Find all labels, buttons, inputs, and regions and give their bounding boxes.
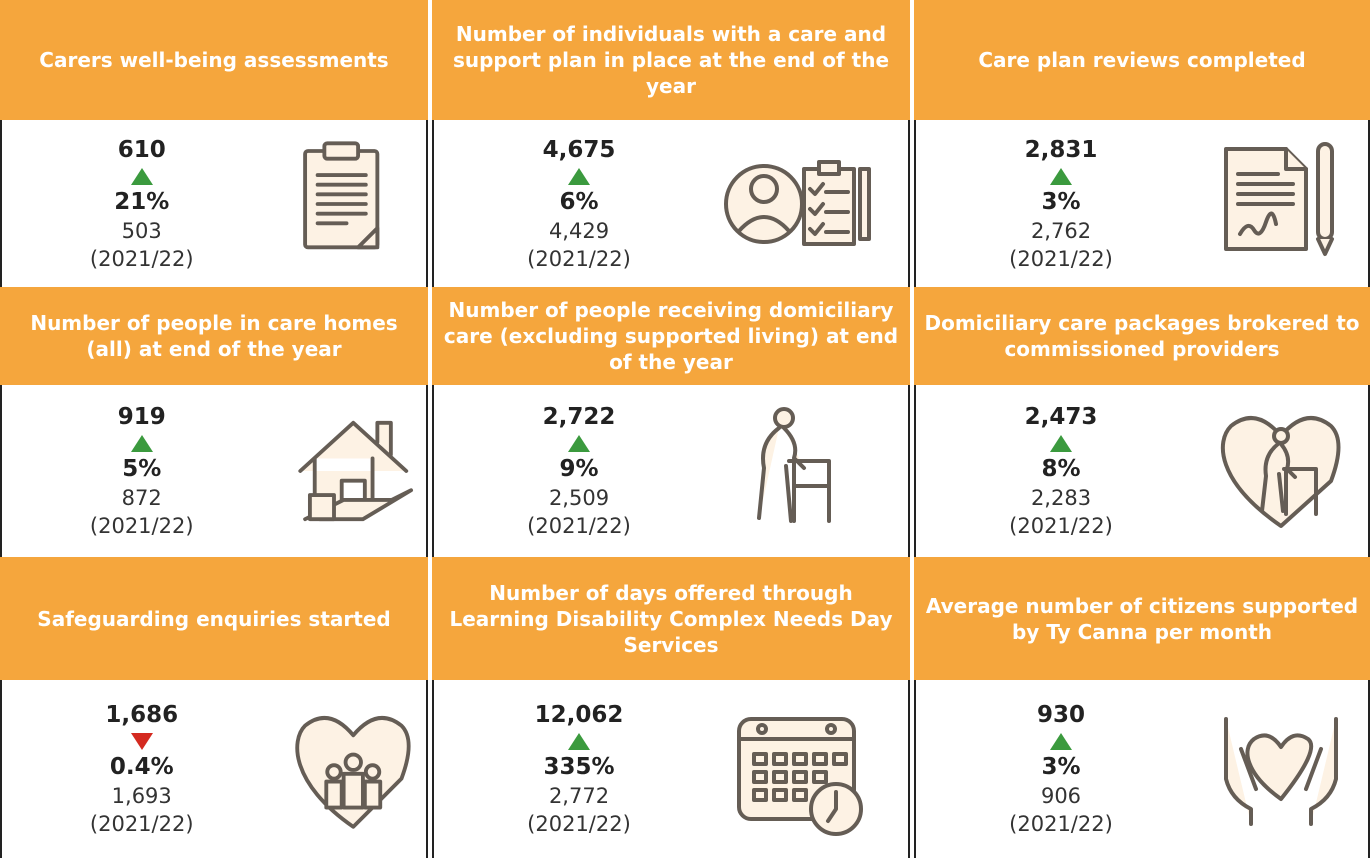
previous-value: 2,762: [1031, 217, 1091, 245]
period: (2021/22): [1009, 810, 1113, 838]
icon: [724, 694, 874, 844]
trend-arrow: [130, 730, 154, 752]
tile-body: 12,062 335%2,772(2021/22): [432, 680, 910, 858]
tile-title: Number of people receiving domiciliary c…: [432, 287, 910, 385]
stats: 919 5%872(2021/22): [2, 402, 281, 540]
period: (2021/22): [1009, 245, 1113, 273]
previous-value: 906: [1041, 782, 1081, 810]
tile-body: 4,675 6%4,429(2021/22): [432, 120, 910, 287]
icon: [281, 396, 426, 546]
change-percent: 9%: [559, 454, 598, 484]
period: (2021/22): [90, 810, 194, 838]
trend-arrow: [1049, 730, 1073, 752]
current-value: 2,473: [1025, 402, 1098, 432]
stats: 2,473 8%2,283(2021/22): [916, 402, 1206, 540]
trend-arrow: [567, 730, 591, 752]
previous-value: 2,772: [549, 782, 609, 810]
period: (2021/22): [90, 245, 194, 273]
change-percent: 0.4%: [110, 752, 174, 782]
period: (2021/22): [527, 810, 631, 838]
period: (2021/22): [90, 512, 194, 540]
stats: 1,686 0.4%1,693(2021/22): [2, 700, 281, 838]
period: (2021/22): [1009, 512, 1113, 540]
tile-body: 919 5%872(2021/22): [0, 385, 428, 557]
previous-value: 503: [122, 217, 162, 245]
trend-arrow: [1049, 432, 1073, 454]
trend-arrow: [1049, 165, 1073, 187]
icon: [281, 129, 426, 279]
period: (2021/22): [527, 245, 631, 273]
icon: [281, 694, 426, 844]
icon: [1206, 694, 1356, 844]
tile-title: Carers well-being assessments: [0, 0, 428, 120]
change-percent: 335%: [543, 752, 614, 782]
stats: 610 21%503(2021/22): [2, 135, 281, 273]
stats: 930 3%906(2021/22): [916, 700, 1206, 838]
stats: 2,831 3%2,762(2021/22): [916, 135, 1206, 273]
tile-title: Number of individuals with a care and su…: [432, 0, 910, 120]
previous-value: 4,429: [549, 217, 609, 245]
icon: [1206, 396, 1356, 546]
stats: 2,722 9%2,509(2021/22): [434, 402, 724, 540]
change-percent: 21%: [114, 187, 169, 217]
stats: 4,675 6%4,429(2021/22): [434, 135, 724, 273]
tile-body: 610 21%503(2021/22): [0, 120, 428, 287]
change-percent: 8%: [1041, 454, 1080, 484]
tile-title: Number of days offered through Learning …: [432, 557, 910, 680]
icon: [1206, 129, 1356, 279]
tile-title: Domiciliary care packages brokered to co…: [914, 287, 1370, 385]
current-value: 610: [118, 135, 166, 165]
tile-title: Number of people in care homes (all) at …: [0, 287, 428, 385]
current-value: 12,062: [535, 700, 624, 730]
previous-value: 1,693: [112, 782, 172, 810]
change-percent: 3%: [1041, 187, 1080, 217]
icon: [724, 396, 874, 546]
change-percent: 6%: [559, 187, 598, 217]
trend-arrow: [567, 165, 591, 187]
icon: [724, 129, 874, 279]
current-value: 930: [1037, 700, 1085, 730]
dashboard: Carers well-being assessments61021%503(2…: [0, 0, 1370, 858]
current-value: 2,831: [1025, 135, 1098, 165]
previous-value: 2,509: [549, 484, 609, 512]
tile-title: Safeguarding enquiries started: [0, 557, 428, 680]
trend-arrow: [130, 432, 154, 454]
stats: 12,062 335%2,772(2021/22): [434, 700, 724, 838]
trend-arrow: [130, 165, 154, 187]
current-value: 919: [118, 402, 166, 432]
current-value: 2,722: [543, 402, 616, 432]
tile-body: 2,831 3%2,762(2021/22): [914, 120, 1370, 287]
tile-body: 2,473 8%2,283(2021/22): [914, 385, 1370, 557]
trend-arrow: [567, 432, 591, 454]
tile-body: 930 3%906(2021/22): [914, 680, 1370, 858]
change-percent: 5%: [122, 454, 161, 484]
period: (2021/22): [527, 512, 631, 540]
tile-body: 1,686 0.4%1,693(2021/22): [0, 680, 428, 858]
tile-title: Care plan reviews completed: [914, 0, 1370, 120]
current-value: 1,686: [105, 700, 178, 730]
previous-value: 872: [122, 484, 162, 512]
change-percent: 3%: [1041, 752, 1080, 782]
previous-value: 2,283: [1031, 484, 1091, 512]
tile-title: Average number of citizens supported by …: [914, 557, 1370, 680]
tile-body: 2,722 9%2,509(2021/22): [432, 385, 910, 557]
current-value: 4,675: [543, 135, 616, 165]
